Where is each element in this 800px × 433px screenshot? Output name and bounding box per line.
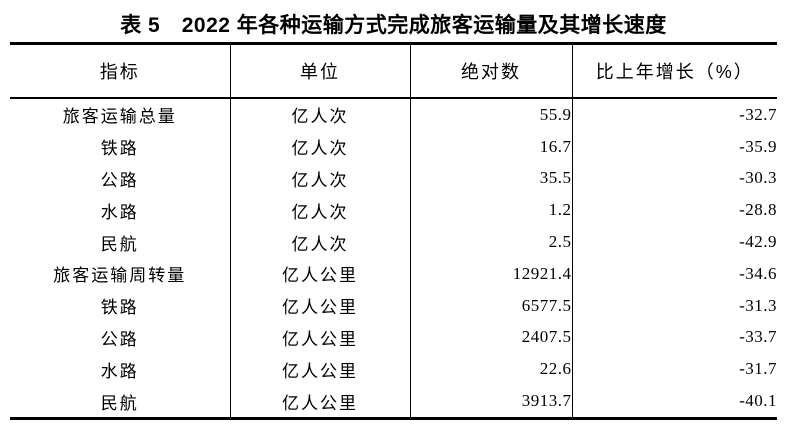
cell-unit: 亿人次 bbox=[230, 162, 411, 195]
col-header-absolute: 绝对数 bbox=[410, 43, 573, 99]
cell-growth: -35.9 bbox=[739, 136, 777, 156]
cell-indicator: 铁路 bbox=[10, 289, 231, 322]
cell-unit: 亿人公里 bbox=[230, 385, 411, 419]
table-row: 旅客运输总量 亿人次 55.9 -32.7 bbox=[10, 98, 777, 131]
cell-growth: -42.9 bbox=[739, 232, 777, 252]
header-row: 指标 单位 绝对数 比上年增长（%） bbox=[10, 43, 777, 99]
cell-unit: 亿人次 bbox=[230, 98, 411, 131]
table-row: 民航 亿人公里 3913.7 -40.1 bbox=[10, 385, 777, 419]
cell-indicator: 水路 bbox=[10, 194, 231, 227]
cell-unit: 亿人公里 bbox=[230, 321, 411, 354]
cell-absolute: 16.7 bbox=[410, 130, 573, 163]
table-row: 水路 亿人次 1.2 -28.8 bbox=[10, 194, 777, 227]
cell-indicator: 铁路 bbox=[10, 130, 231, 163]
col-header-indicator: 指标 bbox=[10, 43, 231, 99]
cell-indicator: 民航 bbox=[10, 226, 231, 258]
cell-growth: -40.1 bbox=[739, 391, 777, 411]
cell-unit: 亿人公里 bbox=[230, 289, 411, 322]
cell-growth: -31.7 bbox=[739, 359, 777, 379]
cell-absolute: 35.5 bbox=[410, 162, 573, 195]
cell-growth: -31.3 bbox=[739, 295, 777, 315]
cell-absolute: 2.5 bbox=[410, 226, 573, 258]
table-row: 民航 亿人次 2.5 -42.9 bbox=[10, 226, 777, 258]
cell-unit: 亿人公里 bbox=[230, 353, 411, 386]
cell-indicator: 水路 bbox=[10, 353, 231, 386]
cell-indicator: 旅客运输总量 bbox=[10, 98, 231, 131]
cell-indicator: 公路 bbox=[10, 321, 231, 354]
cell-unit: 亿人次 bbox=[230, 226, 411, 258]
cell-absolute: 12921.4 bbox=[410, 257, 573, 290]
cell-unit: 亿人次 bbox=[230, 130, 411, 163]
cell-growth: -30.3 bbox=[739, 168, 777, 188]
table-body: 旅客运输总量 亿人次 55.9 -32.7 铁路 亿人次 16.7 -35.9 公路 亿人次 35.… bbox=[10, 98, 777, 419]
cell-unit: 亿人公里 bbox=[230, 257, 411, 290]
table-row: 铁路 亿人次 16.7 -35.9 bbox=[10, 130, 777, 163]
cell-absolute: 2407.5 bbox=[410, 321, 573, 354]
passenger-transport-table: 指标 单位 绝对数 比上年增长（%） 旅客运输总量 亿人次 55.9 -32.7 铁路亿… bbox=[10, 42, 777, 420]
table-row: 公路 亿人次 35.5 -30.3 bbox=[10, 162, 777, 195]
cell-growth: -34.6 bbox=[739, 263, 777, 283]
cell-growth: -33.7 bbox=[739, 327, 777, 347]
col-header-growth: 比上年增长（%） bbox=[572, 43, 777, 99]
table-title: 表 5 2022 年各种运输方式完成旅客运输量及其增长速度 bbox=[120, 14, 667, 37]
col-header-unit: 单位 bbox=[230, 43, 411, 99]
cell-indicator: 民航 bbox=[10, 385, 231, 419]
table-row: 铁路 亿人公里 6577.5 -31.3 bbox=[10, 289, 777, 322]
table-row: 公路 亿人公里 2407.5 -33.7 bbox=[10, 321, 777, 354]
cell-unit: 亿人次 bbox=[230, 194, 411, 227]
cell-absolute: 6577.5 bbox=[410, 289, 573, 322]
cell-growth: -28.8 bbox=[739, 200, 777, 220]
cell-absolute: 22.6 bbox=[410, 353, 573, 386]
cell-absolute: 55.9 bbox=[410, 98, 573, 131]
table-row: 旅客运输周转量 亿人公里 12921.4 -34.6 bbox=[10, 257, 777, 290]
cell-indicator: 公路 bbox=[10, 162, 231, 195]
cell-absolute: 3913.7 bbox=[410, 385, 573, 419]
table-row: 水路 亿人公里 22.6 -31.7 bbox=[10, 353, 777, 386]
cell-absolute: 1.2 bbox=[410, 194, 573, 227]
cell-indicator: 旅客运输周转量 bbox=[10, 257, 231, 290]
cell-growth: -32.7 bbox=[739, 104, 777, 124]
